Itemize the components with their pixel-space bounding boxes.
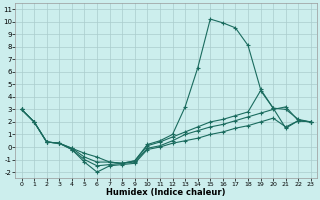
X-axis label: Humidex (Indice chaleur): Humidex (Indice chaleur) — [107, 188, 226, 197]
